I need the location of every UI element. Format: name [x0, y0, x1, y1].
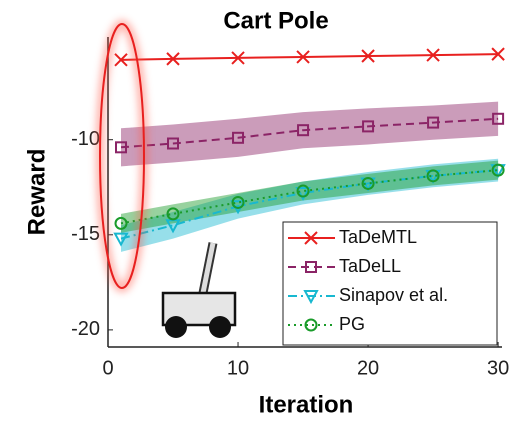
y-tick-label: -15	[71, 223, 100, 245]
chart-title: Cart Pole	[223, 7, 328, 34]
y-axis-label: Reward	[23, 149, 50, 236]
error-band	[121, 102, 498, 167]
chart: Cart Pole Iteration Reward -10 -15 -200 10 2…	[0, 0, 527, 421]
x-tick-label: 0	[102, 357, 113, 379]
x-tick-label: 20	[357, 357, 379, 379]
y-tick-label: -10	[71, 128, 100, 150]
x-axis-label: Iteration	[259, 391, 354, 418]
y-tick-label: -20	[71, 318, 100, 340]
legend-label: TaDeMTL	[339, 227, 417, 247]
cart-icon	[163, 243, 235, 338]
x-tick-label: 30	[487, 357, 509, 379]
x-tick-label: 10	[227, 357, 249, 379]
legend: TaDeMTL TaDeLL Sinapov et al. PG	[283, 222, 497, 345]
legend-label: TaDeLL	[339, 256, 401, 276]
legend-label: Sinapov et al.	[339, 285, 448, 305]
legend-label: PG	[339, 314, 365, 334]
